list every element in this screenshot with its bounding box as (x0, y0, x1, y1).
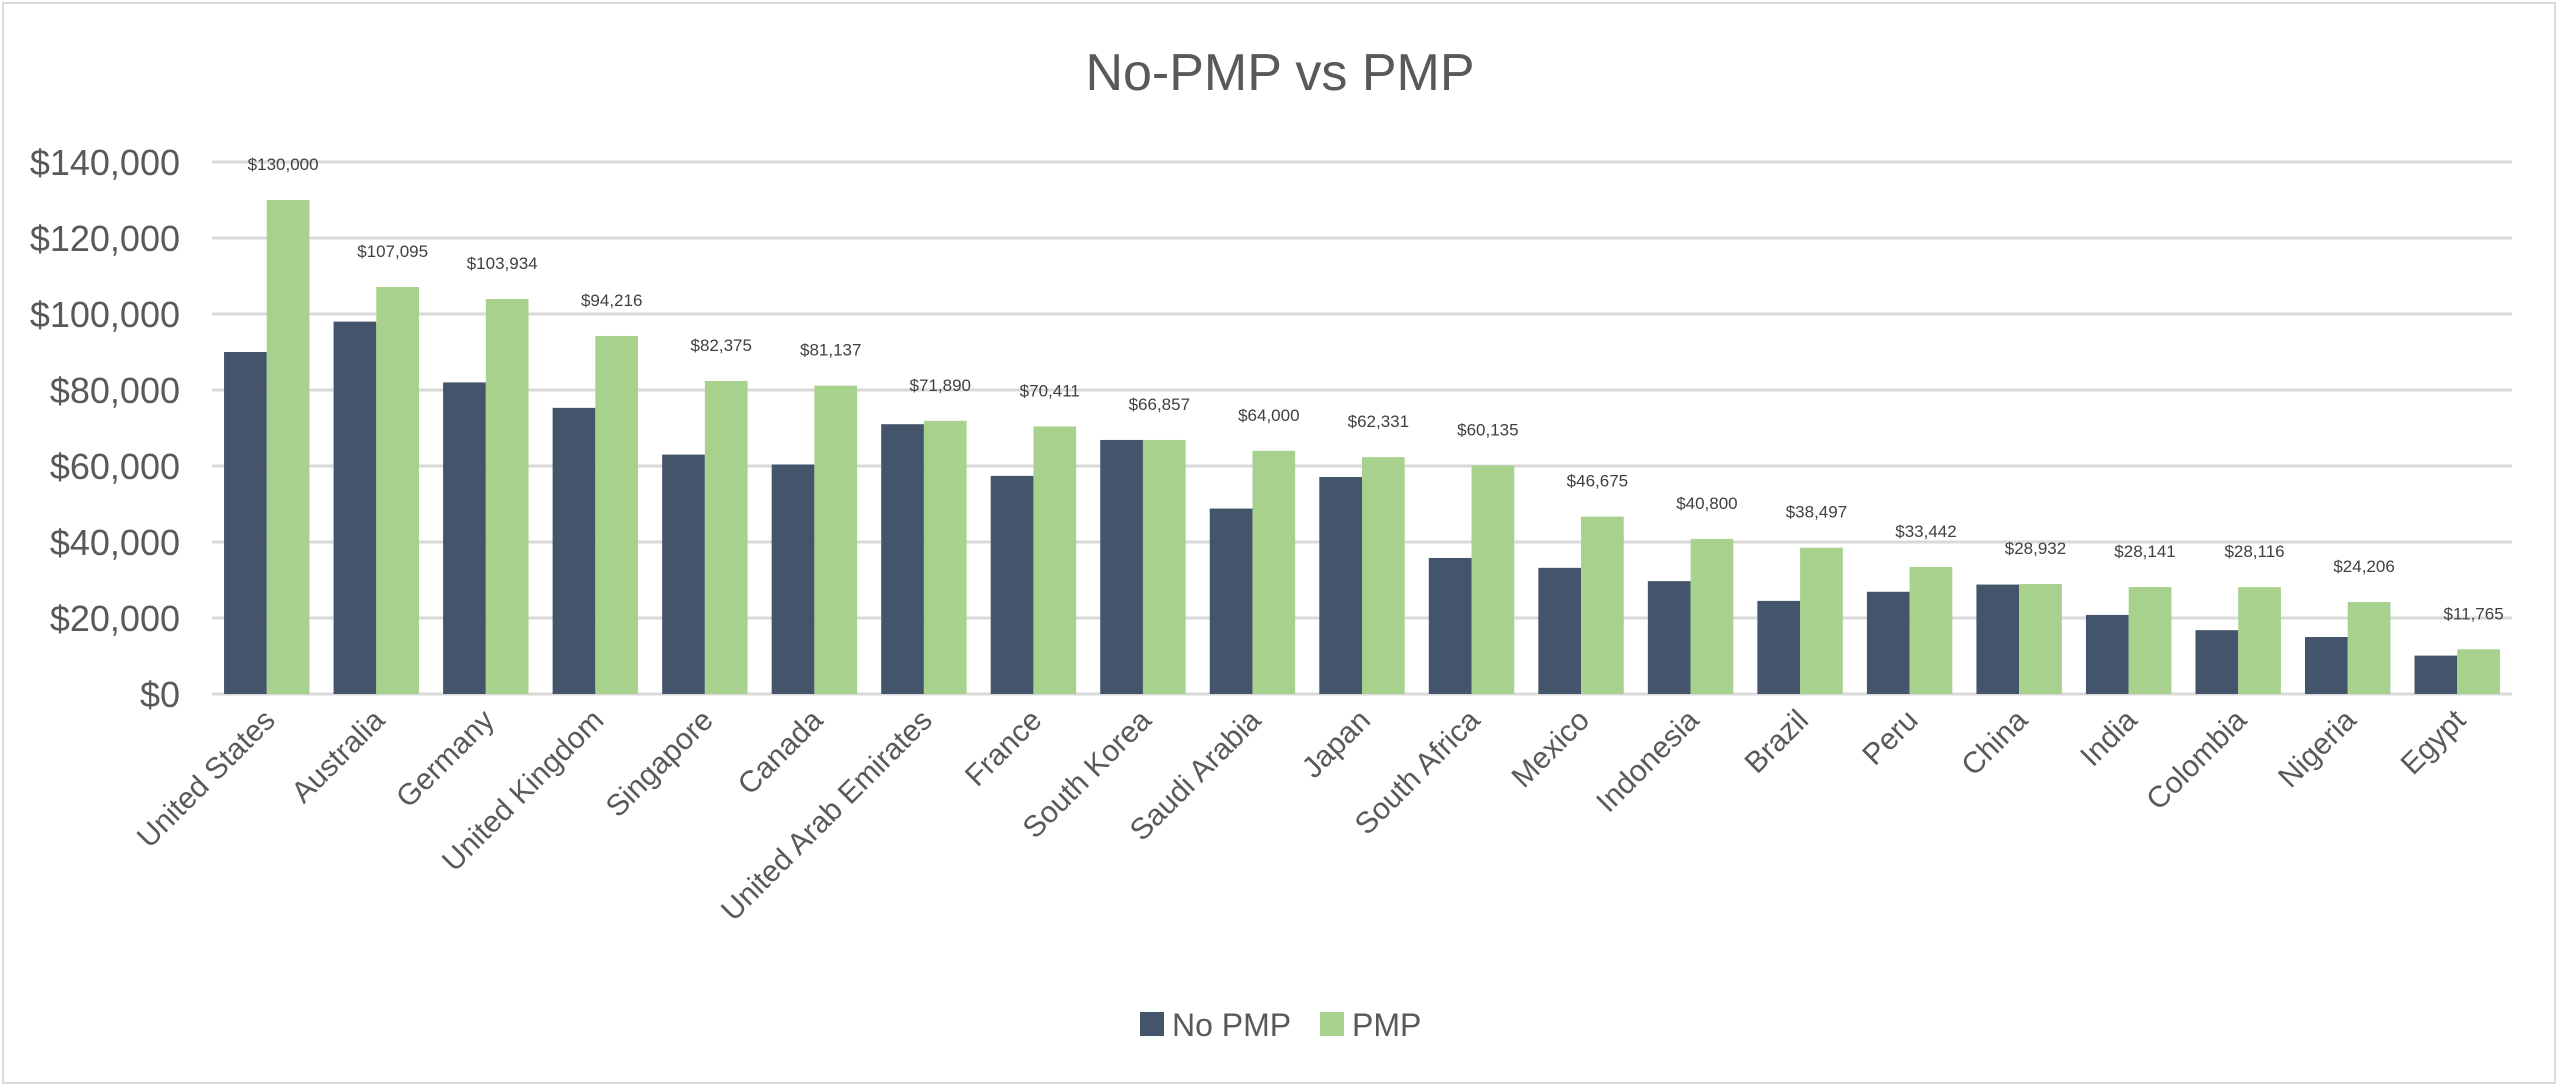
bar-no-pmp (1866, 591, 1910, 694)
bar-pmp (1252, 450, 1296, 694)
x-tick-label: Canada (732, 703, 830, 801)
data-label: $82,375 (690, 336, 751, 355)
x-tick-label: Peru (1856, 704, 1924, 772)
x-tick-label: Egypt (2395, 703, 2473, 781)
x-tick-label: Japan (1296, 704, 1377, 785)
data-label: $66,857 (1129, 395, 1190, 414)
bar-pmp (704, 380, 748, 694)
x-tick-label: China (1955, 703, 2034, 782)
bar-pmp (1362, 457, 1405, 694)
bar-no-pmp (1976, 584, 2020, 694)
data-label: $81,137 (800, 341, 861, 360)
bar-pmp (1581, 516, 1624, 694)
bar-pmp (1909, 566, 1953, 694)
bar-no-pmp (1209, 508, 1253, 694)
legend-swatch (1320, 1012, 1344, 1036)
bar-pmp (2238, 587, 2281, 694)
bar-no-pmp (1538, 567, 1582, 694)
bar-pmp (923, 420, 967, 694)
data-label: $103,934 (467, 254, 538, 273)
bar-pmp (814, 385, 858, 694)
bar-pmp (1142, 439, 1186, 694)
bar-no-pmp (1428, 557, 1472, 694)
bar-pmp (1800, 547, 1843, 694)
data-label: $62,331 (1348, 412, 1409, 431)
bar-pmp (2347, 602, 2391, 694)
data-label: $46,675 (1567, 472, 1628, 491)
data-label: $60,135 (1457, 420, 1518, 439)
bar-pmp (376, 287, 419, 694)
x-tick-label: Indonesia (1590, 703, 1706, 819)
bar-no-pmp (224, 352, 267, 694)
data-label: $107,095 (357, 242, 428, 261)
y-tick-label: $120,000 (30, 218, 180, 259)
x-tick-label: Mexico (1505, 704, 1596, 795)
bar-no-pmp (1647, 581, 1691, 694)
data-label: $64,000 (1238, 406, 1299, 425)
x-tick-label: France (959, 704, 1048, 793)
bar-pmp (266, 200, 310, 694)
y-tick-label: $100,000 (30, 294, 180, 335)
data-label: $94,216 (581, 291, 642, 310)
data-label: $28,932 (2005, 539, 2066, 558)
y-tick-label: $0 (140, 674, 180, 715)
bar-no-pmp (881, 424, 924, 694)
x-tick-label: India (2074, 703, 2144, 773)
bar-pmp (485, 299, 529, 694)
x-tick-label: United States (131, 704, 282, 855)
data-label: $130,000 (248, 155, 319, 174)
y-tick-label: $80,000 (50, 370, 180, 411)
bar-pmp (1690, 538, 1734, 694)
bar-no-pmp (2305, 637, 2348, 694)
bar-pmp (2019, 584, 2062, 694)
data-label: $38,497 (1786, 503, 1847, 522)
bar-pmp (2128, 587, 2172, 694)
data-label: $28,141 (2114, 542, 2175, 561)
x-tick-label: Brazil (1739, 704, 1815, 780)
legend-label: No PMP (1172, 1007, 1291, 1043)
bar-no-pmp (333, 321, 377, 694)
bar-no-pmp (443, 382, 486, 694)
data-label: $28,116 (2224, 542, 2284, 561)
y-tick-label: $140,000 (30, 142, 180, 183)
bar-pmp (1471, 465, 1515, 694)
bar-no-pmp (662, 454, 705, 694)
x-tick-label: United Arab Emirates (715, 704, 939, 928)
bar-no-pmp (552, 407, 596, 694)
data-label: $40,800 (1676, 494, 1737, 513)
data-label: $11,765 (2443, 604, 2503, 623)
y-tick-label: $40,000 (50, 522, 180, 563)
y-tick-label: $20,000 (50, 598, 180, 639)
chart-title: No-PMP vs PMP (1085, 44, 1474, 102)
y-tick-label: $60,000 (50, 446, 180, 487)
bar-pmp (1033, 426, 1077, 694)
x-tick-label: Germany (390, 704, 501, 815)
bar-no-pmp (2085, 614, 2129, 694)
bar-no-pmp (990, 475, 1034, 694)
bar-no-pmp (2414, 655, 2458, 694)
x-tick-label: Singapore (600, 704, 720, 824)
legend-label: PMP (1352, 1007, 1421, 1043)
bar-no-pmp (2195, 630, 2239, 694)
bar-no-pmp (1100, 439, 1143, 694)
data-label: $33,442 (1895, 522, 1956, 541)
x-tick-label: Colombia (2140, 703, 2253, 816)
bar-pmp (595, 335, 639, 694)
bar-no-pmp (1319, 477, 1362, 694)
bar-no-pmp (1757, 600, 1801, 694)
bar-no-pmp (771, 464, 815, 694)
x-tick-label: Nigeria (2272, 703, 2363, 794)
bar-pmp (2457, 649, 2500, 694)
data-label: $24,206 (2333, 557, 2394, 576)
data-label: $70,411 (1020, 381, 1080, 400)
legend-swatch (1140, 1012, 1164, 1036)
data-label: $71,890 (910, 376, 971, 395)
x-tick-label: Australia (285, 703, 391, 809)
